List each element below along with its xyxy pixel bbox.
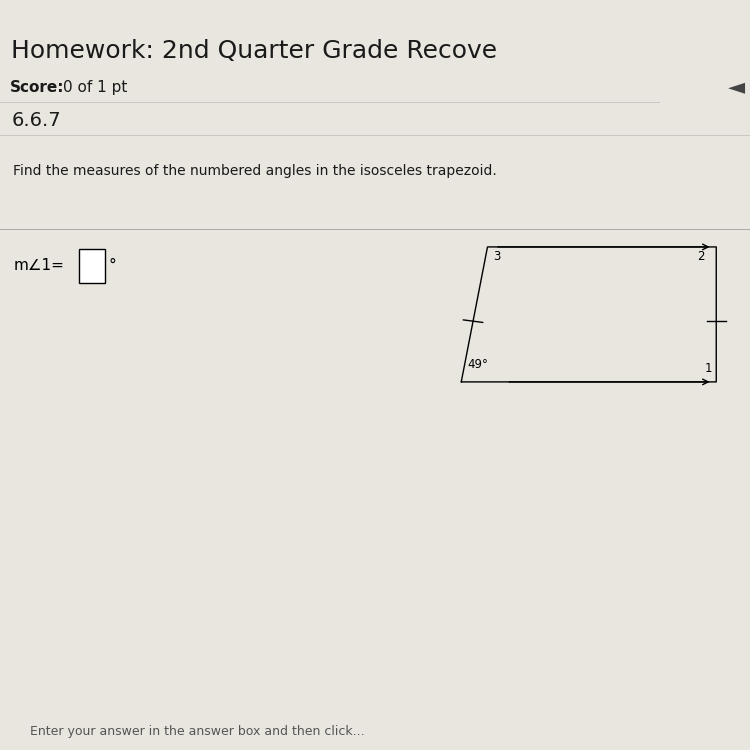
Text: 2: 2 — [698, 250, 705, 263]
Text: 3: 3 — [493, 250, 500, 263]
Text: °: ° — [108, 258, 116, 273]
Text: 6.6.7: 6.6.7 — [11, 110, 61, 130]
Text: ◄: ◄ — [728, 77, 745, 98]
Text: 49°: 49° — [467, 358, 488, 370]
Text: Homework: 2nd Quarter Grade Recove: Homework: 2nd Quarter Grade Recove — [11, 39, 497, 63]
Text: Enter your answer in the answer box and then click...: Enter your answer in the answer box and … — [30, 725, 364, 738]
Text: m∠1=: m∠1= — [13, 258, 64, 273]
Text: Find the measures of the numbered angles in the isosceles trapezoid.: Find the measures of the numbered angles… — [13, 164, 497, 178]
Text: 0 of 1 pt: 0 of 1 pt — [63, 80, 127, 95]
Text: 1: 1 — [705, 362, 712, 374]
Bar — [79, 249, 105, 283]
Text: Score:: Score: — [10, 80, 64, 95]
